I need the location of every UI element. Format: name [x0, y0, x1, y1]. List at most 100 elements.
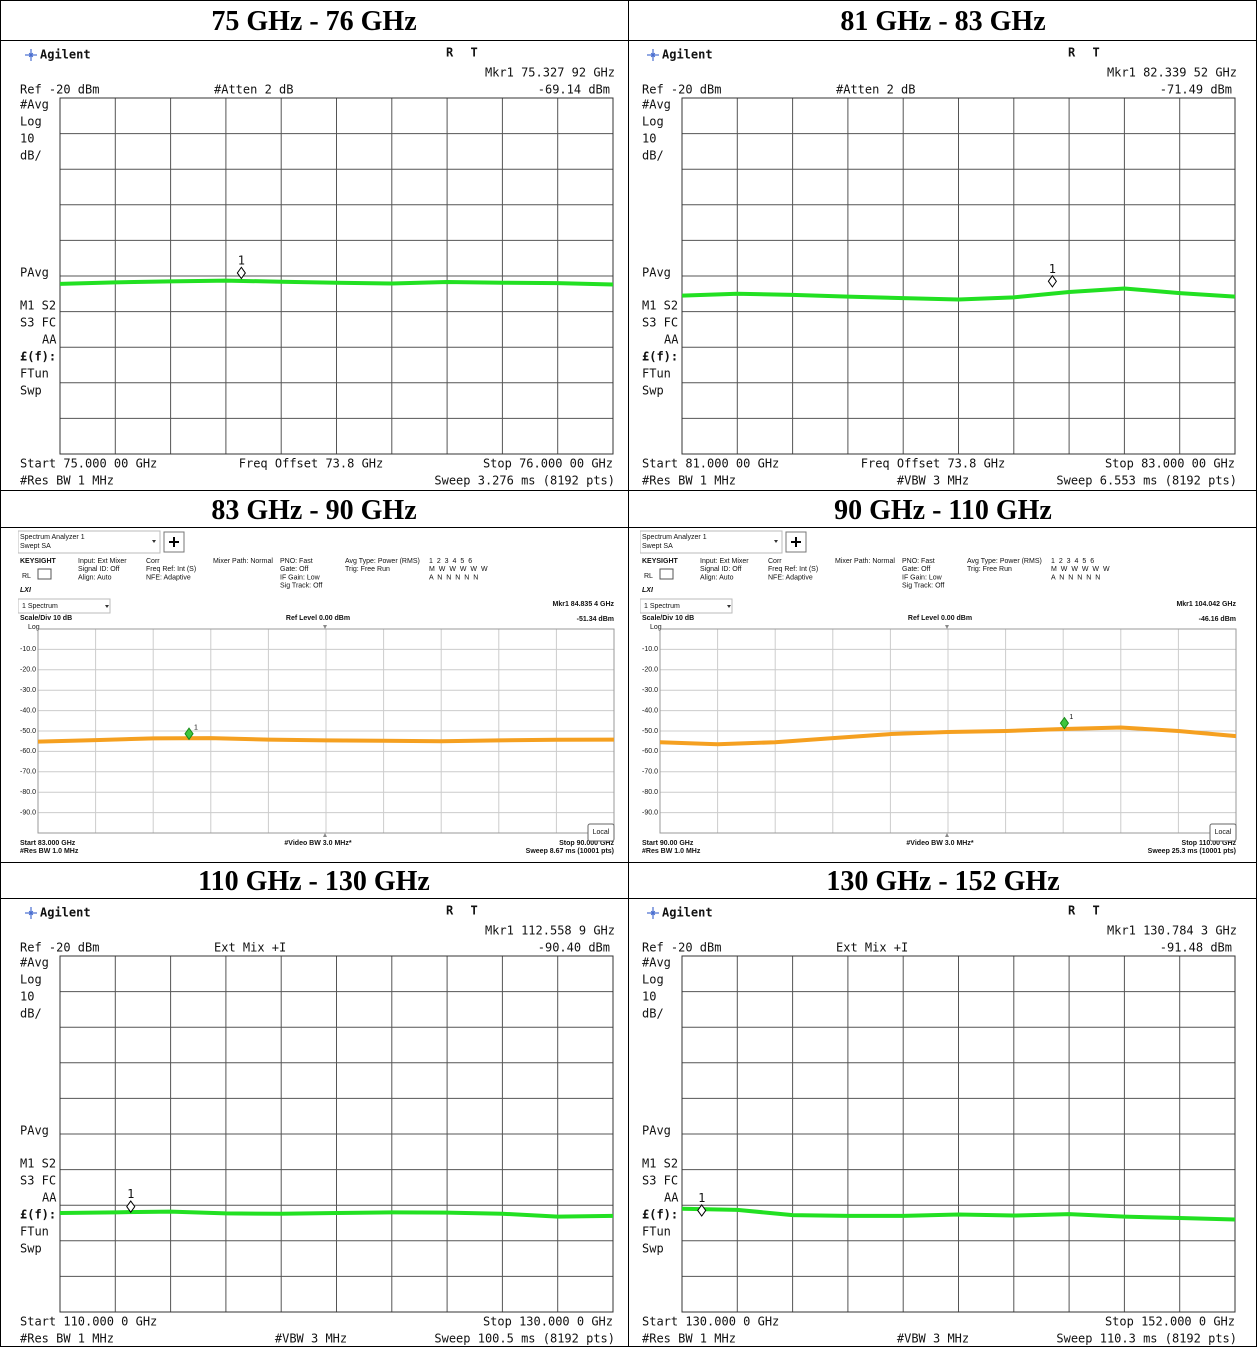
y-tick-label: -70.0	[642, 769, 658, 776]
y-tick-label: -70.0	[20, 769, 36, 776]
start-freq: Start 75.000 00 GHz	[20, 457, 157, 471]
lxi: LXI	[642, 587, 654, 594]
side-label: Log	[642, 973, 664, 987]
table-border	[628, 0, 629, 1347]
status-text: Input: Ext Mixer	[700, 558, 749, 565]
status-text: Avg Type: Power (RMS)	[967, 558, 1042, 565]
side-label: 10	[20, 990, 34, 1004]
local-label: Local	[1215, 829, 1232, 836]
cell-title: 110 GHz - 130 GHz	[0, 868, 628, 896]
status-text: M W W W W W	[429, 566, 489, 573]
status-text: Corr	[146, 558, 160, 565]
y-tick-label: -90.0	[642, 809, 658, 816]
y-tick-label: -10.0	[20, 646, 36, 653]
ref-level: Ref Level 0.00 dBm	[908, 615, 972, 622]
status-text: M W W W W W	[1051, 566, 1111, 573]
lxi: LXI	[20, 587, 32, 594]
rbw: #Res BW 1.0 MHz	[20, 848, 79, 855]
side-label: £(f):	[20, 1208, 56, 1222]
side-label: AA	[664, 1191, 679, 1205]
sweep: Sweep 8.67 ms (10001 pts)	[526, 848, 614, 855]
ref-level: Ref -20 dBm	[642, 941, 721, 955]
rl: RL	[22, 573, 31, 580]
side-label: #Avg	[642, 956, 671, 970]
start-freq: Start 130.000 0 GHz	[642, 1315, 779, 1329]
status-text: IF Gain: Low	[280, 574, 321, 581]
analyzer-screenshot: AgilentR TMkr1 75.327 92 GHzRef -20 dBm#…	[18, 41, 620, 489]
sweep: Sweep 3.276 ms (8192 pts)	[434, 474, 615, 488]
status-text: Avg Type: Power (RMS)	[345, 558, 420, 565]
side-label: 10	[642, 132, 656, 146]
side-label: PAvg	[642, 266, 671, 280]
scale: Scale/Div 10 dB	[642, 615, 694, 622]
side-label: 10	[642, 990, 656, 1004]
side-label: dB/	[642, 1007, 664, 1021]
y-tick-label: -20.0	[642, 667, 658, 674]
mode: Swept SA	[642, 543, 673, 550]
cell-title: 81 GHz - 83 GHz	[629, 8, 1257, 36]
side-label: FTun	[642, 1225, 671, 1239]
side-label: Log	[642, 115, 664, 129]
status-text: Trig: Free Run	[345, 566, 390, 573]
brand: Agilent	[662, 48, 713, 62]
setting: Ext Mix +I	[836, 941, 908, 955]
brand: KEYSIGHT	[20, 558, 57, 565]
marker	[1048, 276, 1056, 287]
side-label: #Avg	[642, 98, 671, 112]
marker-readout: Mkr1 104.042 GHz	[1176, 601, 1236, 608]
status-text: Freq Ref: Int (S)	[768, 566, 818, 573]
status-text: PNO: Fast	[280, 558, 313, 565]
status: R T	[1068, 904, 1105, 918]
brand: Agilent	[40, 48, 91, 62]
rbw: #Res BW 1 MHz	[642, 1332, 736, 1346]
marker-level: -46.16 dBm	[1199, 616, 1236, 623]
status-text: Gate: Off	[280, 566, 308, 573]
marker-level: -71.49 dBm	[1160, 83, 1232, 97]
dropdown-arrow	[774, 540, 778, 543]
side-label: dB/	[20, 149, 42, 163]
side-label: S3 FC	[20, 316, 56, 330]
rbw: #Res BW 1.0 MHz	[642, 848, 701, 855]
start-freq: Start 83.000 GHz	[20, 840, 76, 847]
stop-freq: Stop 130.000 0 GHz	[483, 1315, 613, 1329]
status-text: Sig Track: Off	[280, 583, 322, 590]
status-text: Trig: Free Run	[967, 566, 1012, 573]
y-tick-label: -60.0	[20, 748, 36, 755]
marker-level: -90.40 dBm	[538, 941, 610, 955]
status-text: Align: Auto	[78, 574, 112, 581]
app-name: Spectrum Analyzer 1	[642, 534, 707, 541]
setting: #Atten 2 dB	[214, 83, 293, 97]
setting: Ext Mix +I	[214, 941, 286, 955]
status-text: Signal ID: Off	[700, 566, 742, 573]
marker-level: -69.14 dBm	[538, 83, 610, 97]
scale: Scale/Div 10 dB	[20, 615, 72, 622]
rl-icon	[38, 569, 51, 579]
cell-title: 75 GHz - 76 GHz	[0, 8, 628, 36]
side-label: PAvg	[642, 1124, 671, 1138]
marker-readout: Mkr1 75.327 92 GHz	[485, 66, 615, 80]
window-label: 1 Spectrum	[22, 603, 58, 610]
brand: Agilent	[40, 906, 91, 920]
sweep: Sweep 110.3 ms (8192 pts)	[1056, 1332, 1237, 1346]
vbw: #VBW 3 MHz	[275, 1332, 347, 1346]
side-label: £(f):	[20, 350, 56, 364]
rbw: #Res BW 1 MHz	[20, 474, 114, 488]
center-info: Freq Offset 73.8 GHz	[861, 457, 1006, 471]
side-label: M1 S2	[642, 299, 678, 313]
cell-title: 90 GHz - 110 GHz	[629, 497, 1257, 525]
brand: Agilent	[662, 906, 713, 920]
analyzer-screenshot: AgilentR TMkr1 112.558 9 GHzRef -20 dBmE…	[18, 899, 620, 1346]
y-tick-label: -40.0	[642, 707, 658, 714]
side-label: FTun	[20, 367, 49, 381]
side-label: dB/	[20, 1007, 42, 1021]
y-tick-label: -90.0	[20, 809, 36, 816]
center-info: #Video BW 3.0 MHz*	[906, 840, 973, 847]
side-label: S3 FC	[20, 1174, 56, 1188]
side-label: M1 S2	[20, 1157, 56, 1171]
side-label: PAvg	[20, 1124, 49, 1138]
analyzer-screenshot: Spectrum Analyzer 1Swept SAKEYSIGHTRLLXI…	[18, 528, 620, 861]
side-label: FTun	[20, 1225, 49, 1239]
ref-level: Ref -20 dBm	[20, 83, 99, 97]
document: 75 GHz - 76 GHz Agilent R T Mkr1 75.327 92 …	[0, 0, 1257, 1347]
